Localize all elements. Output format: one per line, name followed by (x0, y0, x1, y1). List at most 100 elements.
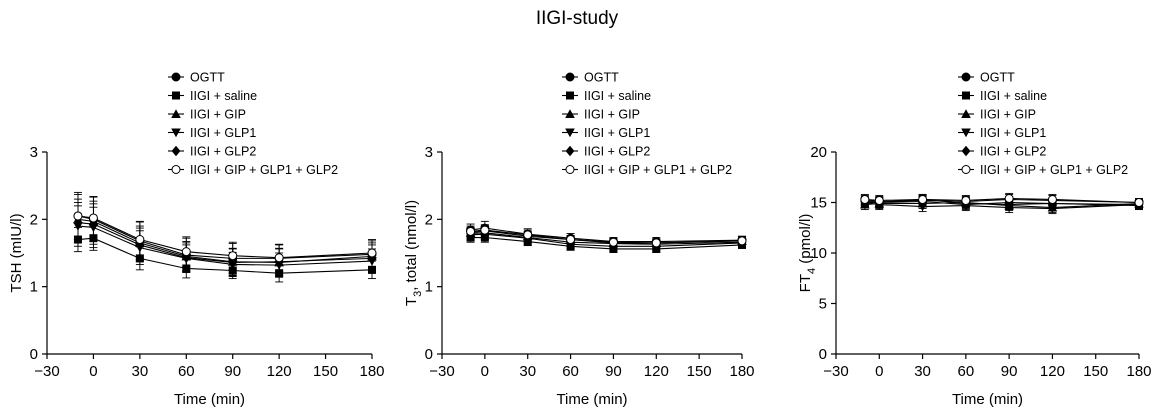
legend-marker (962, 91, 970, 100)
legend-marker (565, 145, 575, 157)
data-point (860, 194, 870, 204)
y-tick-label: 1 (30, 279, 38, 296)
x-tick-label: 60 (178, 363, 195, 380)
x-tick-label: 150 (687, 363, 712, 380)
data-point (874, 195, 884, 205)
legend-marker (171, 145, 181, 157)
legend-label: OGTT (584, 71, 619, 85)
legend-label: IIGI + GIP + GLP1 + GLP2 (980, 163, 1128, 177)
x-tick-label: 180 (729, 363, 754, 380)
x-tick-label: 0 (89, 363, 97, 380)
y-axis-label: TSH (mIU/l) (8, 213, 25, 292)
y-tick-label: 1 (425, 279, 433, 296)
x-tick-label: 150 (313, 363, 338, 380)
series-open-circle (73, 193, 377, 272)
x-tick-label: −30 (34, 363, 59, 380)
x-axis-label: Time (min) (952, 391, 1023, 408)
y-tick-label: 2 (30, 211, 38, 228)
data-point (961, 195, 971, 205)
legend-label: OGTT (190, 71, 225, 85)
legend-marker (961, 72, 971, 82)
data-point (1047, 194, 1057, 204)
legend-label: IIGI + GIP + GLP1 + GLP2 (190, 163, 338, 177)
y-tick-label: 0 (425, 346, 433, 363)
legend-label: IIGI + GLP2 (584, 145, 650, 159)
x-tick-label: 0 (481, 363, 489, 380)
data-point (918, 194, 928, 204)
x-tick-label: 30 (914, 363, 931, 380)
data-point (88, 213, 98, 223)
legend-label: IIGI + saline (190, 89, 257, 103)
legend-label: IIGI + GIP (190, 108, 246, 122)
legend-marker (171, 72, 181, 82)
legend-label: IIGI + GLP1 (190, 126, 256, 140)
data-point (228, 251, 238, 261)
legend-marker (565, 72, 575, 82)
legend-label: IIGI + GIP (980, 108, 1036, 122)
x-tick-label: 90 (224, 363, 241, 380)
legend-label: IIGI + GLP1 (980, 126, 1046, 140)
y-tick-label: 3 (425, 144, 433, 161)
series-filled-diamond (73, 202, 377, 277)
legend-marker (565, 128, 575, 138)
x-tick-label: 180 (1126, 363, 1151, 380)
data-point (135, 235, 145, 245)
legend-marker (565, 165, 575, 174)
series-open-circle (466, 224, 747, 248)
data-point (466, 226, 476, 236)
legend-label: IIGI + saline (584, 89, 651, 103)
legend-marker (566, 91, 574, 100)
legend-label: IIGI + GLP1 (584, 126, 650, 140)
data-point (274, 253, 284, 263)
legend: OGTT IIGI + saline IIGI + GIP IIGI + GLP1 II… (168, 71, 338, 177)
y-tick-label: 0 (819, 346, 827, 363)
y-tick-label: 5 (819, 296, 827, 313)
series-filled-triangle-down (73, 205, 377, 278)
y-axis-label: FT4 (pmol/l) (797, 214, 818, 293)
legend-label: OGTT (980, 71, 1015, 85)
y-tick-label: 20 (810, 144, 827, 161)
legend-marker (172, 91, 180, 100)
data-point (1004, 193, 1014, 203)
legend: OGTT IIGI + saline IIGI + GIP IIGI + GLP1 II… (562, 71, 732, 177)
data-point (608, 237, 618, 247)
y-tick-label: 3 (30, 144, 38, 161)
y-tick-label: 0 (30, 346, 38, 363)
legend-marker (961, 109, 971, 118)
x-tick-label: 30 (519, 363, 536, 380)
data-point (1134, 198, 1144, 207)
legend-marker (171, 128, 181, 138)
x-axis-label: Time (min) (174, 391, 245, 408)
data-point (737, 236, 747, 246)
legend-marker (961, 145, 971, 157)
y-tick-label: 10 (810, 245, 827, 262)
figure-title: IIGI-study (535, 8, 619, 29)
x-tick-label: −30 (429, 363, 454, 380)
x-tick-label: −30 (823, 363, 848, 380)
x-tick-label: 30 (132, 363, 149, 380)
series-filled-square (73, 225, 376, 283)
data-point (367, 248, 377, 258)
legend: OGTT IIGI + saline IIGI + GIP IIGI + GLP1 II… (958, 71, 1128, 177)
x-tick-label: 120 (644, 363, 669, 380)
x-tick-label: 60 (958, 363, 975, 380)
legend-label: IIGI + GIP + GLP1 + GLP2 (584, 163, 732, 177)
legend-label: IIGI + GLP2 (980, 145, 1046, 159)
x-tick-label: 90 (1001, 363, 1018, 380)
legend-marker (171, 165, 181, 174)
data-point (651, 238, 661, 248)
data-point (480, 225, 490, 235)
legend-marker (961, 165, 971, 174)
legend-marker (171, 109, 181, 118)
x-tick-label: 60 (562, 363, 579, 380)
legend-label: IIGI + GIP (584, 108, 640, 122)
y-axis-label: T3, total (nmol/l) (403, 200, 424, 306)
legend-marker (961, 128, 971, 138)
data-point (181, 247, 191, 257)
x-tick-label: 0 (875, 363, 883, 380)
data-point (566, 235, 576, 245)
